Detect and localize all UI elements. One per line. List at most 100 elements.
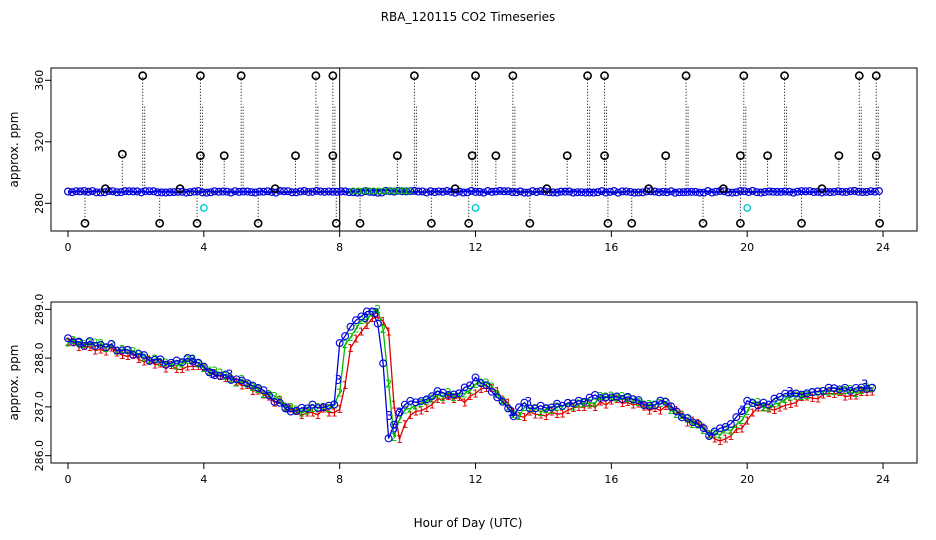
top-green-point (375, 187, 383, 195)
top-baseline-point (243, 187, 252, 196)
top-baseline-point (194, 187, 203, 196)
top-baseline-point (259, 187, 268, 196)
top-panel: 0 4 8 12 16 20 24 280 320 360 approx. ppm (7, 67, 918, 254)
bottom-series-1-label: 1 (260, 389, 267, 402)
bottom-series-3-label: 3 (786, 385, 794, 399)
bottom-series-1-label: 1 (602, 399, 609, 412)
top-spike-point (409, 71, 419, 81)
bottom-series-3-point (645, 401, 654, 410)
bottom-series-1-label: 1 (543, 410, 550, 423)
top-baseline-point (430, 188, 439, 197)
bottom-series-1-label: 1 (477, 383, 484, 396)
bottom-series-2-label: 2 (184, 354, 191, 367)
top-baseline-point (332, 187, 341, 196)
bottom-series-1-label: 1 (418, 404, 425, 417)
bottom-series-3-point (699, 424, 708, 433)
bottom-series-3-point (803, 389, 811, 398)
bottom-series-3-point (80, 342, 89, 350)
bottom-series-1-label: 1 (103, 345, 110, 358)
bottom-series-1-label: 1 (597, 396, 604, 409)
top-green-point (365, 187, 373, 195)
top-baseline-point (68, 188, 77, 197)
bottom-series-3-point (210, 371, 219, 380)
bottom-series-2-label: 2 (744, 405, 751, 418)
bottom-series-2-label: 2 (119, 343, 126, 356)
top-baseline-point (512, 188, 521, 197)
top-baseline-point (744, 188, 753, 197)
top-baseline-point (618, 187, 627, 196)
bottom-series-2-label: 2 (342, 338, 349, 351)
top-y-tick-label: 320 (33, 131, 46, 152)
top-spike-point (525, 218, 535, 228)
bottom-series-1-label: 1 (581, 401, 588, 414)
bottom-series-2-label: 2 (689, 418, 696, 431)
bottom-series-2-label: 2 (401, 403, 408, 416)
bottom-series-3-point (275, 398, 284, 407)
top-baseline-point (805, 187, 814, 196)
top-baseline-point (141, 187, 150, 196)
bottom-series-2-label: 2 (836, 385, 843, 398)
top-baseline-point (125, 187, 134, 196)
top-baseline-point (328, 187, 337, 196)
bottom-series-2-label: 2 (467, 384, 474, 397)
bottom-series-2-label: 2 (385, 378, 392, 391)
bottom-series-3-point (726, 419, 735, 428)
top-spike-point (583, 71, 592, 81)
bottom-series-1: 1111111111111111111111111111111111111111… (64, 311, 875, 448)
bottom-series-2-label: 2 (630, 393, 637, 406)
bottom-series-1-label: 1 (738, 422, 745, 435)
top-baseline-point (842, 187, 851, 196)
top-baseline-point (764, 187, 773, 196)
top-baseline-point (573, 188, 582, 197)
bottom-series-3-point (145, 357, 154, 365)
top-baseline-point (862, 187, 871, 196)
bottom-series-3-point (813, 387, 822, 396)
bottom-series-1-label: 1 (809, 392, 816, 405)
top-baseline-point (675, 188, 684, 197)
bottom-series-1-label: 1 (744, 414, 751, 427)
top-baseline-point (108, 187, 117, 196)
bottom-series-3-point (667, 402, 676, 411)
top-cyan-point (471, 204, 480, 212)
top-baseline-point (222, 187, 231, 196)
top-baseline-point (324, 187, 333, 196)
bottom-plot-frame (50, 301, 918, 464)
bottom-series-1-label: 1 (423, 402, 430, 415)
bottom-x-tick-label: 12 (469, 473, 483, 486)
top-spike-point (196, 151, 205, 161)
bottom-series-3-point (759, 398, 768, 407)
bottom-series-1-label: 1 (124, 350, 131, 363)
top-baseline-point (663, 188, 672, 197)
bottom-series-2-label: 2 (179, 357, 186, 370)
bottom-series-2-label: 2 (700, 424, 707, 437)
bottom-series-1-label: 1 (831, 388, 838, 401)
bottom-series-3-point (346, 322, 355, 331)
top-baseline-point (88, 187, 97, 196)
bottom-y-tick-label: 286.0 (33, 440, 46, 472)
top-baseline-point (214, 187, 223, 196)
bottom-series-3-point (129, 351, 138, 359)
bottom-series-1-label: 1 (630, 399, 637, 412)
top-baseline-point (577, 188, 586, 197)
bottom-series-2-label: 2 (858, 384, 865, 397)
top-spike-point (797, 218, 806, 228)
bottom-series-3-point (172, 356, 181, 365)
top-baseline-point (667, 187, 676, 196)
bottom-series-3-label: 3 (390, 421, 398, 435)
bottom-series-3-point (672, 407, 681, 416)
top-x-tick-label: 24 (876, 241, 890, 254)
top-baseline-point (846, 187, 855, 196)
bottom-series-1-label: 1 (309, 406, 316, 419)
top-baseline-point (699, 188, 708, 197)
top-baseline-point (165, 188, 174, 197)
bottom-series-2-label: 2 (461, 387, 468, 400)
top-baseline-point (251, 188, 260, 197)
top-baseline-point (133, 187, 142, 196)
bottom-series-3-point (91, 341, 100, 350)
bottom-series-3-point (716, 424, 724, 433)
bottom-series-1-label: 1 (842, 391, 849, 404)
top-spike-point (875, 218, 885, 228)
top-spike-point (426, 218, 436, 228)
